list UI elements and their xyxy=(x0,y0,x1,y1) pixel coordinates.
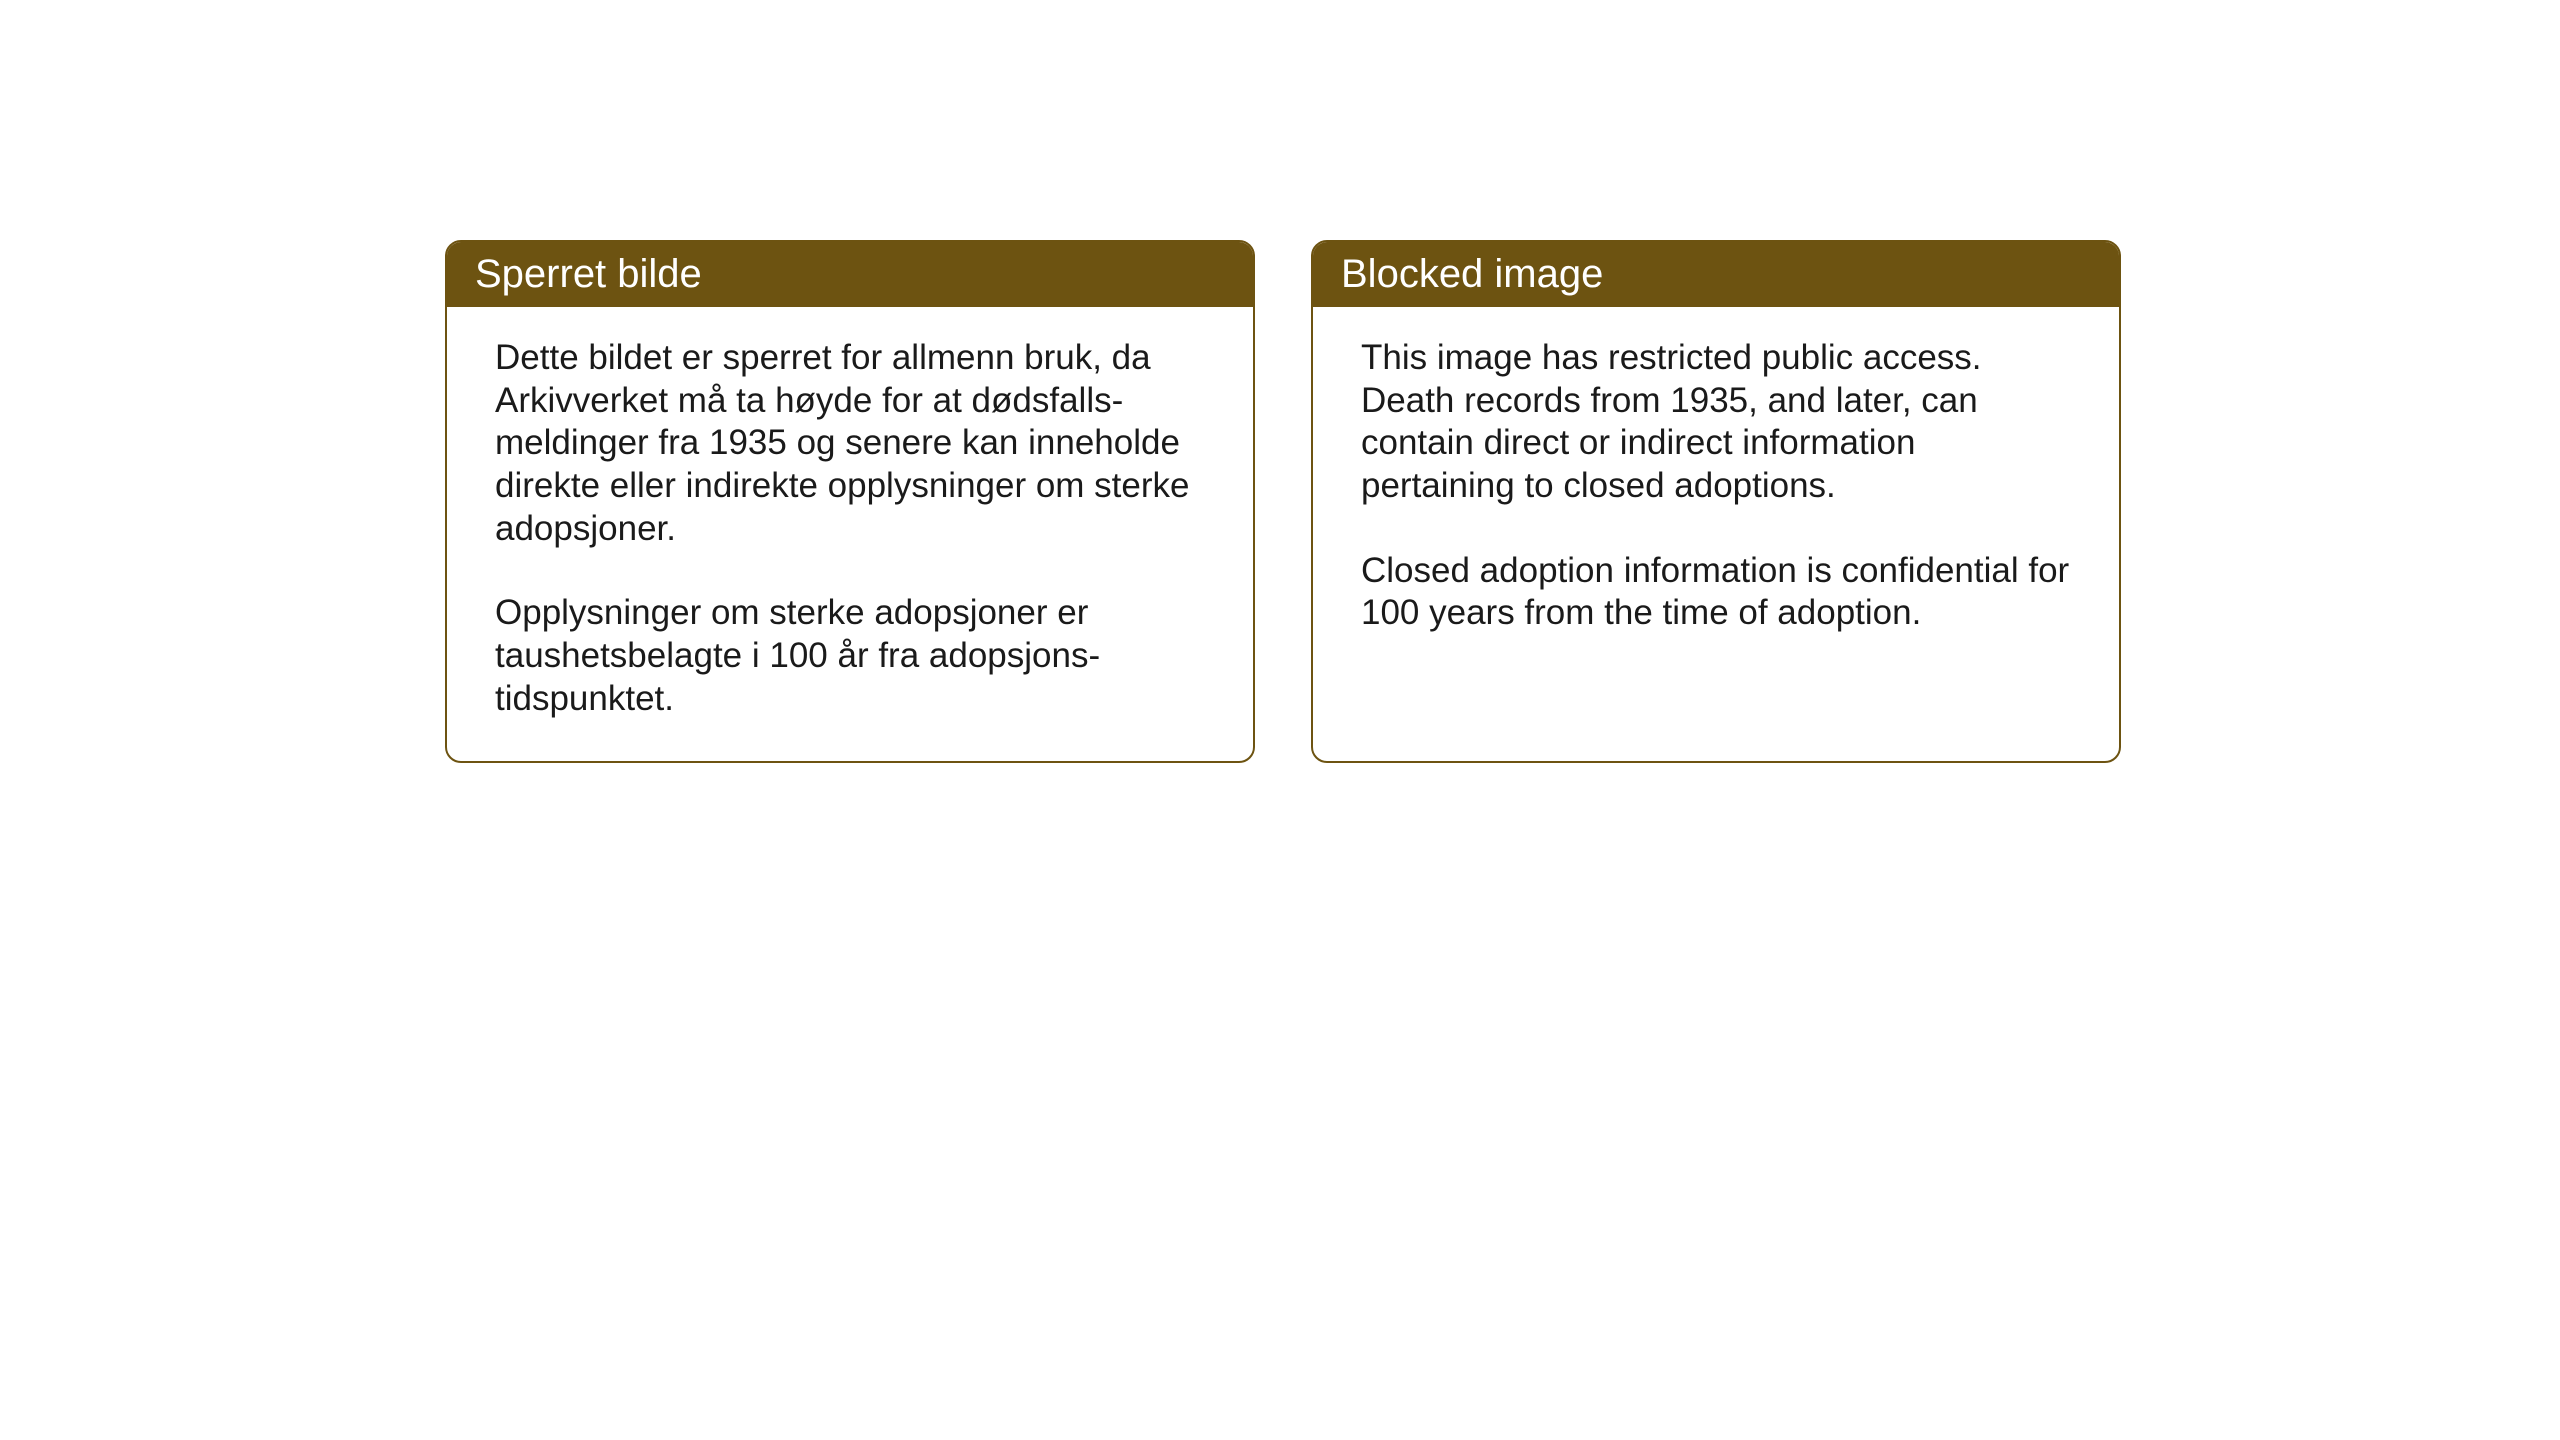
card-title-english: Blocked image xyxy=(1341,252,1603,296)
card-paragraph-2-english: Closed adoption information is confident… xyxy=(1361,550,2071,635)
blocked-image-card-norwegian: Sperret bilde Dette bildet er sperret fo… xyxy=(445,240,1255,763)
blocked-image-card-english: Blocked image This image has restricted … xyxy=(1311,240,2121,763)
card-header-english: Blocked image xyxy=(1313,242,2119,307)
card-paragraph-2-norwegian: Opplysninger om sterke adopsjoner er tau… xyxy=(495,592,1205,720)
card-title-norwegian: Sperret bilde xyxy=(475,252,702,296)
card-body-norwegian: Dette bildet er sperret for allmenn bruk… xyxy=(447,307,1253,761)
card-body-english: This image has restricted public access.… xyxy=(1313,307,2119,675)
cards-container: Sperret bilde Dette bildet er sperret fo… xyxy=(445,240,2121,763)
card-header-norwegian: Sperret bilde xyxy=(447,242,1253,307)
card-paragraph-1-norwegian: Dette bildet er sperret for allmenn bruk… xyxy=(495,337,1205,550)
card-paragraph-1-english: This image has restricted public access.… xyxy=(1361,337,2071,508)
